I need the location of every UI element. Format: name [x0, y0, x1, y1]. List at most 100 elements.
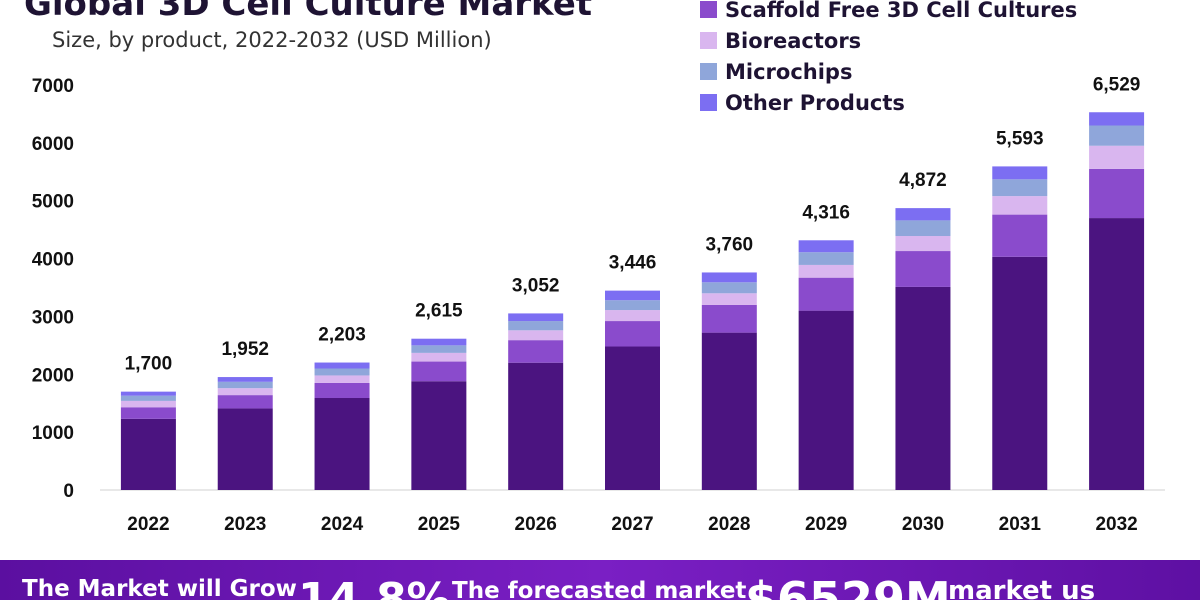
bar-segment: [1089, 145, 1145, 169]
x-tick-label: 2032: [1095, 514, 1137, 535]
bar-segment: [217, 381, 273, 389]
y-tick-label: 4000: [32, 250, 74, 271]
bar-segment: [1089, 112, 1145, 126]
bar-segment: [605, 321, 660, 347]
bar-segment: [120, 395, 176, 401]
bar-segment: [895, 236, 951, 252]
y-tick-label: 1000: [32, 423, 74, 444]
legend-item-bioreactors: Bioreactors: [700, 25, 1077, 56]
bar-segment: [314, 382, 370, 399]
total-value-label: 3,760: [706, 234, 754, 255]
bar-segment: [120, 418, 176, 490]
bar-segment: [411, 338, 467, 346]
bar-segment: [992, 179, 1048, 197]
total-value-label: 3,446: [609, 253, 657, 274]
bar-segment: [1089, 218, 1145, 491]
bar-segment: [798, 240, 854, 253]
banner-text-grow: The Market will Grow: [22, 576, 297, 600]
bar-segment: [701, 282, 757, 294]
bar-segment: [701, 332, 757, 490]
y-tick-label: 6000: [32, 134, 74, 155]
legend-item-microchips: Microchips: [700, 56, 1077, 87]
total-value-label: 2,615: [415, 301, 463, 322]
legend-item-scaffold-free: Scaffold Free 3D Cell Cultures: [700, 0, 1077, 25]
x-tick-label: 2028: [708, 514, 750, 535]
stacked-bar-chart: 0 1000 2000 3000 4000 5000 6000 7000 1,700 2022 1,…: [32, 74, 1165, 535]
total-value-label: 5,593: [996, 128, 1044, 149]
total-value-label: 4,316: [802, 202, 850, 223]
bar-segment: [895, 286, 951, 490]
bar-segment: [508, 313, 564, 322]
x-tick-label: 2025: [418, 514, 461, 535]
banner-market-value: $6529M: [745, 572, 951, 600]
total-value-label: 6,529: [1093, 74, 1141, 95]
bar-segment: [992, 256, 1048, 490]
y-tick-label: 7000: [32, 76, 74, 97]
bar-segment: [314, 398, 370, 490]
bar-segment: [992, 166, 1048, 180]
bar-segment: [120, 407, 176, 419]
legend-item-other-products: Other Products: [700, 87, 1077, 118]
bar-segment: [992, 214, 1048, 257]
bar-segment: [508, 330, 564, 341]
bar-segment: [314, 375, 370, 383]
bar-segment: [605, 310, 660, 322]
bar-segment: [605, 346, 660, 490]
bar-segment: [798, 277, 854, 311]
x-tick-label: 2027: [611, 514, 653, 535]
x-tick-label: 2023: [224, 514, 266, 535]
y-tick-label: 5000: [32, 192, 74, 213]
legend-label: Other Products: [725, 90, 905, 115]
bar-segment: [895, 220, 951, 237]
banner-text-forecast: The forecasted market: [452, 578, 747, 600]
chart-subtitle: Size, by product, 2022-2032 (USD Million…: [52, 28, 492, 52]
legend-label: Scaffold Free 3D Cell Cultures: [725, 0, 1078, 22]
bar-segment: [701, 304, 757, 333]
bar-segment: [314, 362, 370, 369]
bar-segment: [508, 321, 564, 331]
legend-swatch: [700, 1, 717, 18]
legend: Scaffold Free 3D Cell Cultures Bioreacto…: [700, 0, 1077, 118]
total-value-label: 4,872: [899, 170, 947, 191]
bar-segment: [798, 310, 854, 490]
x-tick-label: 2022: [127, 514, 169, 535]
bar-segment: [1089, 125, 1145, 146]
bar-segment: [120, 400, 176, 408]
bar-segment: [411, 345, 467, 353]
bar-segment: [701, 272, 757, 283]
x-tick-label: 2026: [515, 514, 557, 535]
bar-segment: [701, 293, 757, 305]
bar-segment: [314, 368, 370, 376]
bar-segment: [895, 208, 951, 221]
y-tick-label: 2000: [32, 365, 74, 386]
bar-segment: [411, 381, 467, 490]
bar-segment: [508, 362, 564, 490]
bar-segment: [217, 395, 273, 409]
chart-title: Global 3D Cell Culture Market: [24, 0, 593, 24]
bar-segment: [605, 300, 660, 311]
legend-swatch: [700, 32, 717, 49]
x-tick-label: 2024: [321, 514, 364, 535]
total-value-label: 3,052: [512, 275, 560, 296]
bar-segment: [217, 408, 273, 490]
total-value-label: 1,700: [125, 354, 173, 375]
bar-segment: [605, 290, 660, 301]
bar-segment: [508, 340, 564, 363]
bar-segment: [798, 252, 854, 265]
summary-banner: The Market will Grow 14.8% The forecaste…: [0, 560, 1200, 600]
banner-cagr: 14.8%: [298, 574, 451, 600]
y-tick-label: 0: [63, 481, 74, 502]
legend-label: Microchips: [725, 59, 853, 84]
legend-swatch: [700, 94, 717, 111]
bar-segment: [895, 251, 951, 287]
bar-segment: [1089, 168, 1145, 219]
bar-segment: [411, 361, 467, 382]
y-tick-label: 3000: [32, 307, 74, 328]
legend-swatch: [700, 63, 717, 80]
x-tick-label: 2030: [902, 514, 944, 535]
x-tick-label: 2029: [805, 514, 847, 535]
bar-segment: [411, 352, 467, 362]
total-value-label: 2,203: [318, 325, 366, 346]
banner-text-source: market us: [948, 576, 1096, 600]
bar-segment: [798, 264, 854, 278]
